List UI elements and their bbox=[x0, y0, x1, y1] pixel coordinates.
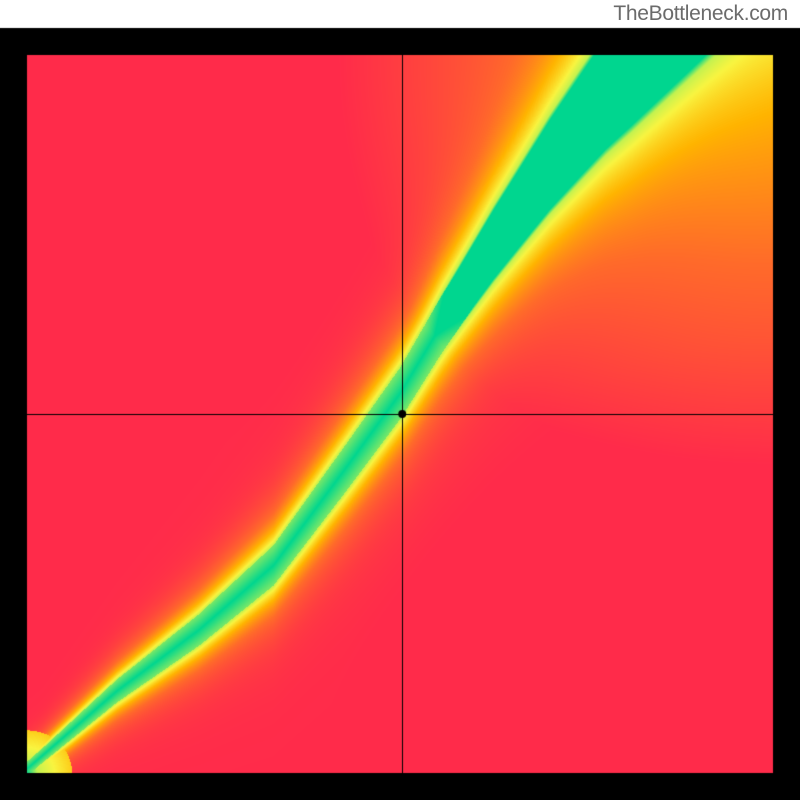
chart-container: TheBottleneck.com bbox=[0, 0, 800, 800]
watermark-label: TheBottleneck.com bbox=[613, 2, 788, 26]
heatmap-canvas bbox=[0, 0, 800, 800]
